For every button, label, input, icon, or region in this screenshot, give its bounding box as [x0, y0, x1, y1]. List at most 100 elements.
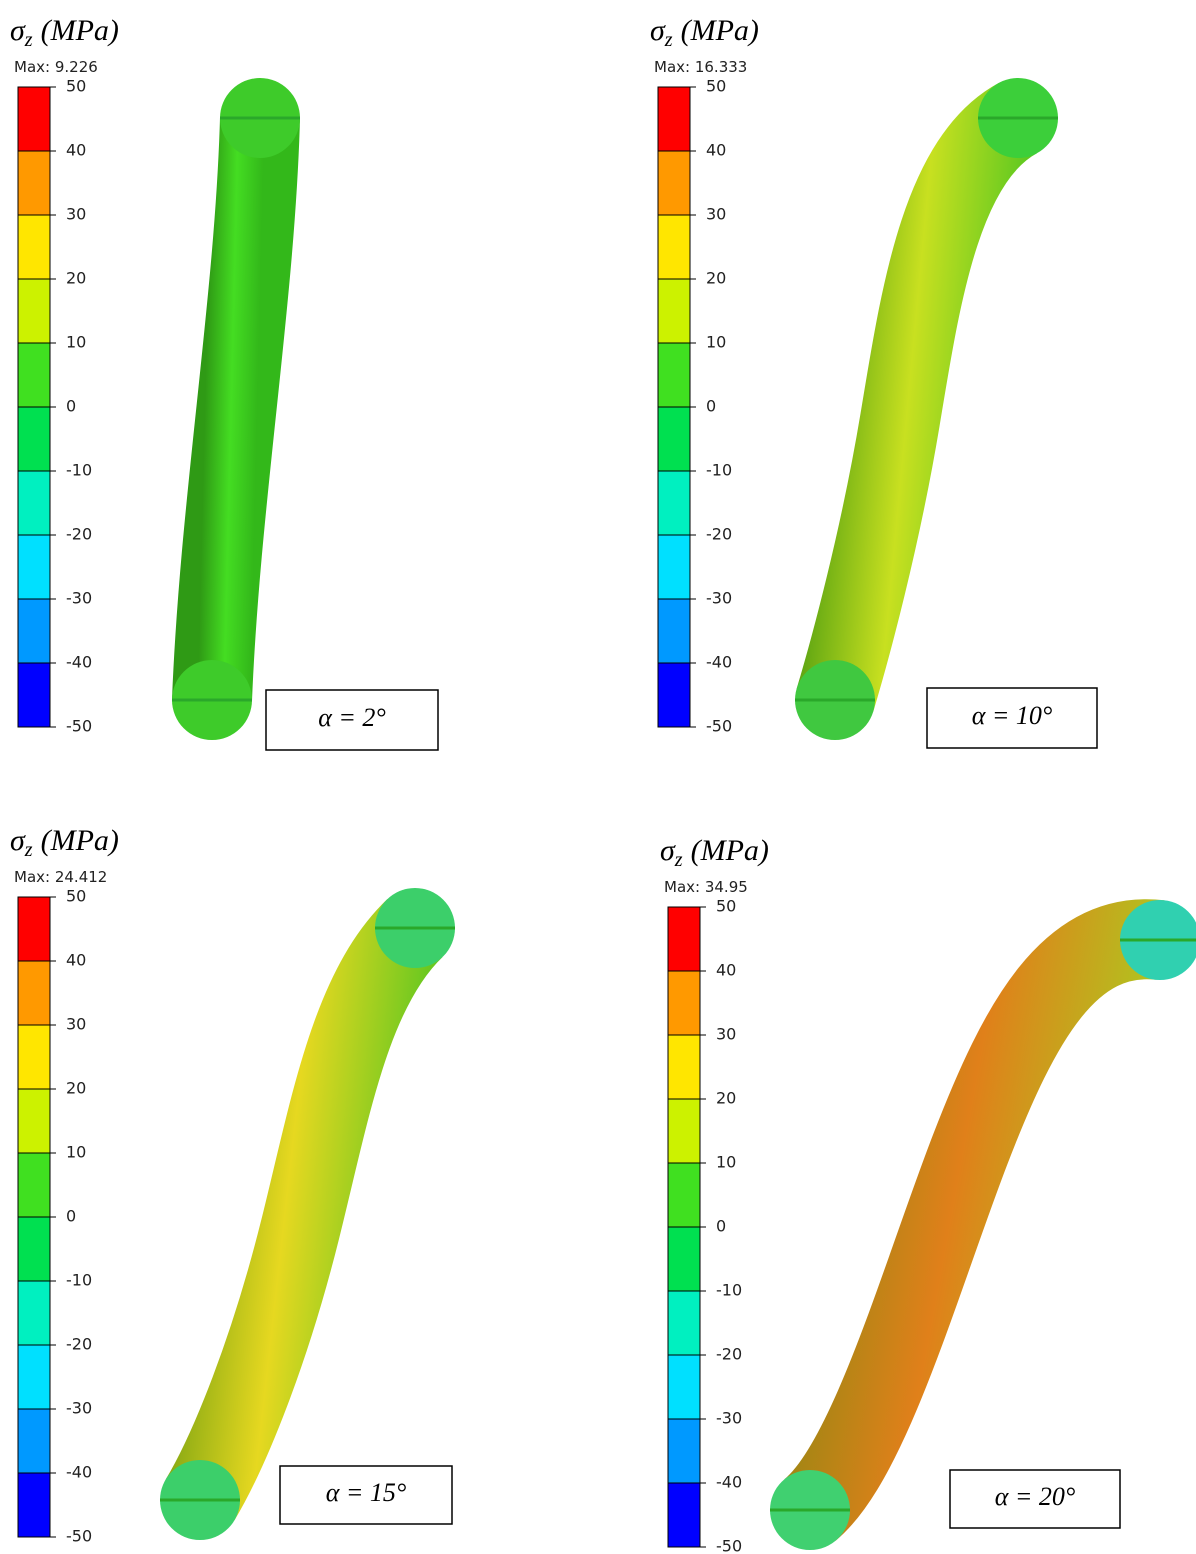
- legend-band: [667, 970, 701, 1036]
- title-symbol: σ: [650, 14, 666, 47]
- tube: [796, 82, 1040, 712]
- tube: [782, 899, 1165, 1541]
- legend-label: -30: [66, 589, 92, 608]
- angle-label: α = 20°: [995, 1482, 1076, 1511]
- legend-label: 40: [66, 951, 86, 970]
- legend-label: 50: [706, 77, 726, 96]
- title-unit: (MPa): [41, 14, 119, 47]
- label-box: [949, 1469, 1121, 1529]
- legend-label: -50: [716, 1537, 742, 1554]
- legend-band: [667, 1162, 701, 1228]
- title-symbol: σ: [10, 14, 26, 47]
- legend-band: [17, 1472, 51, 1538]
- panel-title: σz (MPa): [660, 834, 769, 871]
- legend-band: [667, 1354, 701, 1420]
- legend-band: [17, 1344, 51, 1410]
- legend-label: 40: [66, 141, 86, 160]
- legend-label: 40: [706, 141, 726, 160]
- legend-label: -40: [706, 653, 732, 672]
- legend-band: [17, 406, 51, 472]
- label-box: [926, 687, 1098, 749]
- legend-band: [657, 342, 691, 408]
- legend-band: [17, 278, 51, 344]
- legend-label: 0: [66, 1207, 76, 1226]
- legend-band: [17, 598, 51, 664]
- legend-band: [17, 214, 51, 280]
- legend-band: [17, 86, 51, 152]
- legend-label: 10: [716, 1153, 736, 1172]
- legend-band: [17, 1408, 51, 1474]
- legend-band: [667, 1418, 701, 1484]
- legend-label: 20: [716, 1089, 736, 1108]
- legend-label: -50: [66, 1527, 92, 1546]
- legend-band: [17, 662, 51, 728]
- title-subscript: z: [674, 849, 683, 871]
- legend-label: 0: [66, 397, 76, 416]
- legend-band: [17, 470, 51, 536]
- label-box: [265, 689, 439, 751]
- legend-label: -10: [66, 1271, 92, 1290]
- legend-label: 50: [66, 887, 86, 906]
- legend-band: [667, 1226, 701, 1292]
- legend-label: 20: [706, 269, 726, 288]
- legend-band: [17, 534, 51, 600]
- legend-label: 0: [716, 1217, 726, 1236]
- legend-label: -20: [716, 1345, 742, 1364]
- panel-title: σz (MPa): [10, 824, 119, 861]
- max-value: Max: 9.226: [14, 58, 98, 76]
- title-subscript: z: [664, 29, 673, 51]
- legend-band: [657, 662, 691, 728]
- legend-label: 0: [706, 397, 716, 416]
- max-value: Max: 16.333: [654, 58, 747, 76]
- legend-label: 10: [66, 333, 86, 352]
- legend-label: 50: [716, 897, 736, 916]
- legend-label: -20: [66, 525, 92, 544]
- legend-band: [667, 1482, 701, 1548]
- title-subscript: z: [24, 29, 33, 51]
- legend-band: [17, 896, 51, 962]
- angle-label: α = 10°: [972, 701, 1053, 730]
- legend-band: [657, 470, 691, 536]
- legend-label: -10: [66, 461, 92, 480]
- title-unit: (MPa): [41, 824, 119, 857]
- legend-label: 10: [66, 1143, 86, 1162]
- legend-label: 20: [66, 1079, 86, 1098]
- legend-band: [17, 1088, 51, 1154]
- panel-title: σz (MPa): [650, 14, 759, 51]
- angle-label: α = 15°: [326, 1478, 407, 1507]
- legend-band: [657, 86, 691, 152]
- legend-label: -50: [66, 717, 92, 736]
- title-unit: (MPa): [681, 14, 759, 47]
- legend-label: -30: [66, 1399, 92, 1418]
- legend-label: 30: [66, 205, 86, 224]
- legend-label: 40: [716, 961, 736, 980]
- legend-label: 20: [66, 269, 86, 288]
- legend-label: -40: [716, 1473, 742, 1492]
- legend-label: -20: [706, 525, 732, 544]
- title-subscript: z: [24, 839, 33, 861]
- max-value: Max: 34.95: [664, 878, 748, 896]
- legend-band: [17, 150, 51, 216]
- legend-band: [17, 1152, 51, 1218]
- legend-label: -10: [716, 1281, 742, 1300]
- label-box: [279, 1465, 453, 1525]
- legend-label: -20: [66, 1335, 92, 1354]
- legend-band: [667, 1290, 701, 1356]
- legend-label: 30: [716, 1025, 736, 1044]
- max-value: Max: 24.412: [14, 868, 107, 886]
- legend-band: [657, 534, 691, 600]
- legend-band: [657, 150, 691, 216]
- legend-label: -40: [66, 1463, 92, 1482]
- legend-band: [17, 1280, 51, 1346]
- legend-band: [657, 598, 691, 664]
- legend-label: 30: [706, 205, 726, 224]
- legend-band: [17, 1024, 51, 1090]
- legend-label: -30: [716, 1409, 742, 1428]
- legend-band: [17, 342, 51, 408]
- legend-band: [667, 1034, 701, 1100]
